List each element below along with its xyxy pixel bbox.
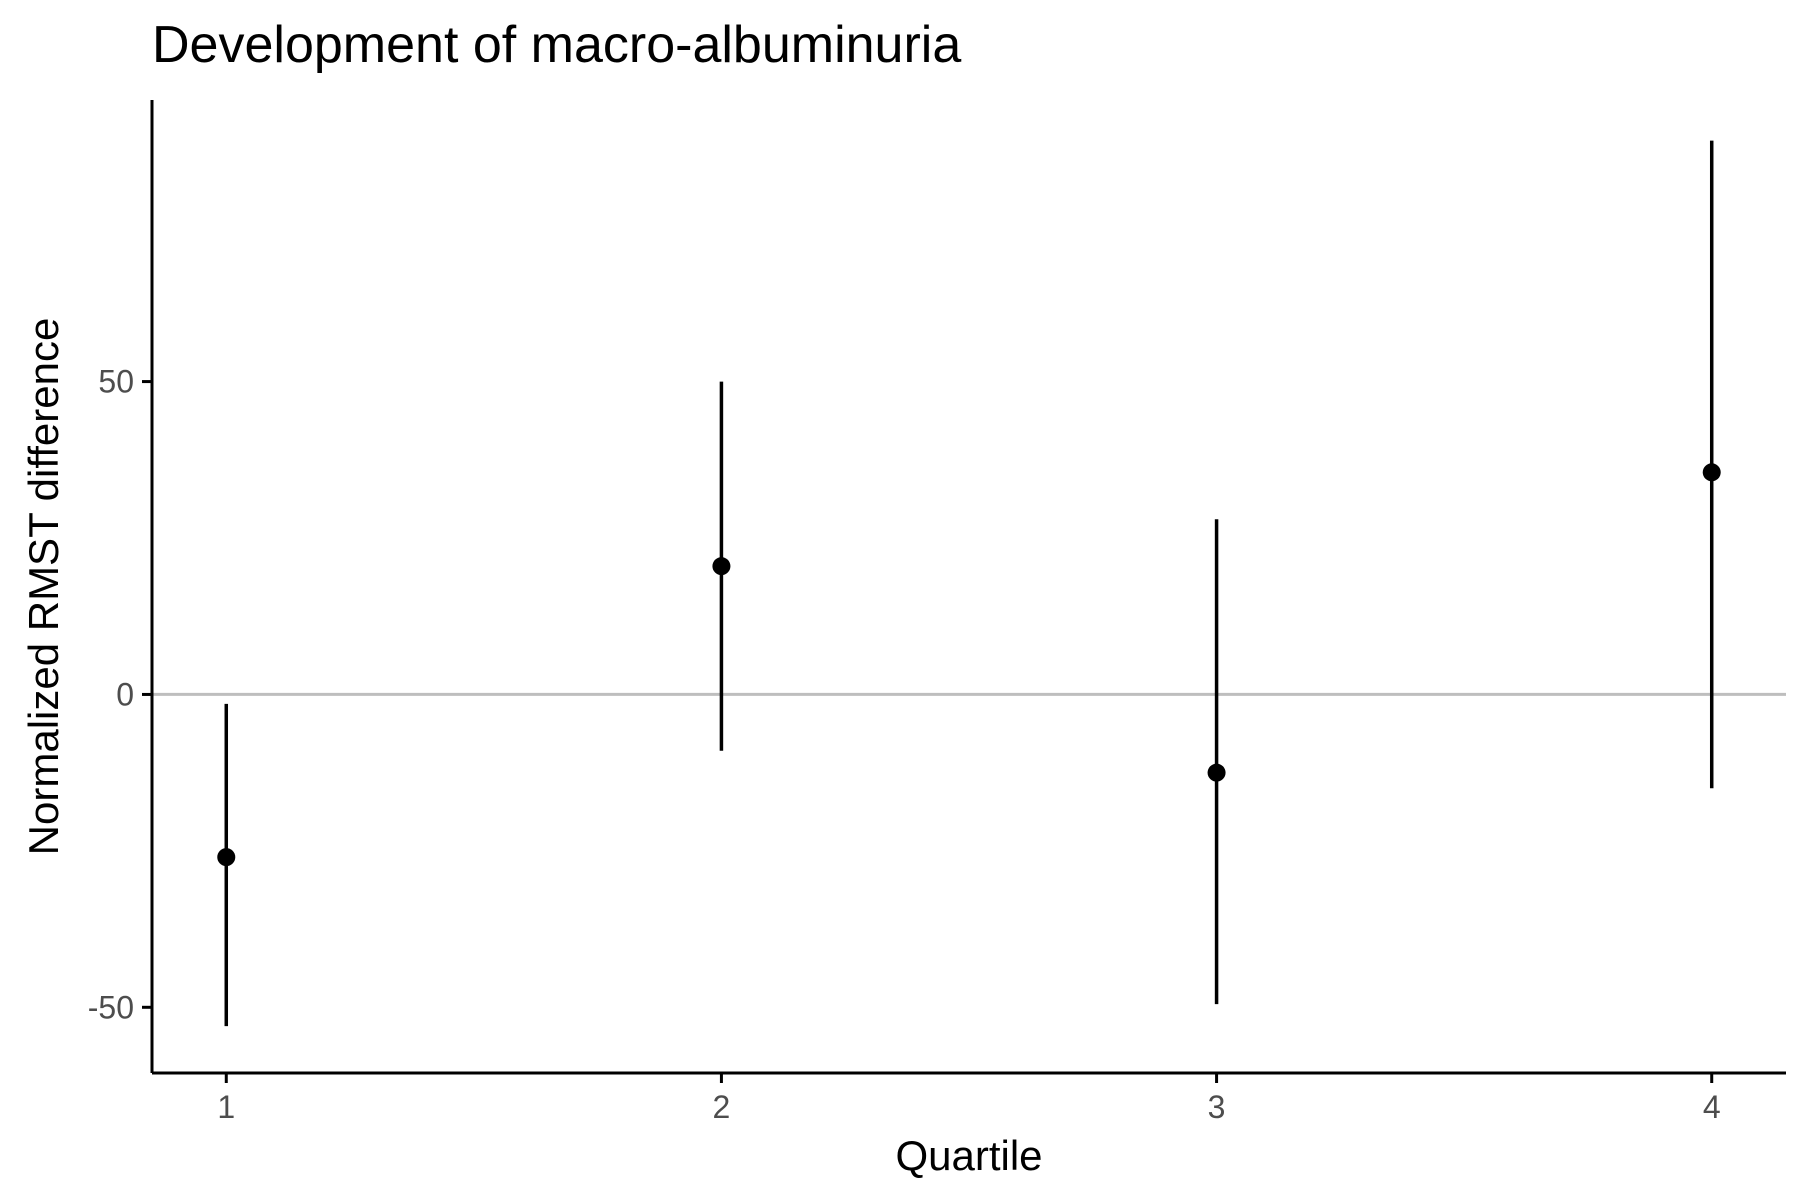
x-tick-label: 1: [217, 1089, 235, 1125]
x-tick-label: 2: [713, 1089, 731, 1125]
y-axis-label: Normalized RMST difference: [20, 318, 67, 856]
x-axis-ticks: 1 2 3 4: [217, 1073, 1721, 1125]
plot-area: [152, 140, 1786, 1027]
data-point: [712, 557, 731, 576]
y-tick-label: 50: [98, 364, 134, 400]
chart-title: Development of macro-albuminuria: [152, 16, 961, 74]
y-tick-label: 0: [116, 676, 134, 712]
y-axis-ticks: -50 0 50: [88, 364, 152, 1025]
x-tick-label: 3: [1208, 1089, 1226, 1125]
error-bars: [224, 140, 1714, 1027]
data-points: [217, 463, 1721, 867]
data-point: [217, 848, 236, 867]
x-axis-label: Quartile: [895, 1132, 1042, 1179]
data-point: [1207, 763, 1226, 782]
x-tick-label: 4: [1703, 1089, 1721, 1125]
y-tick-label: -50: [88, 989, 134, 1025]
data-point: [1702, 463, 1721, 482]
